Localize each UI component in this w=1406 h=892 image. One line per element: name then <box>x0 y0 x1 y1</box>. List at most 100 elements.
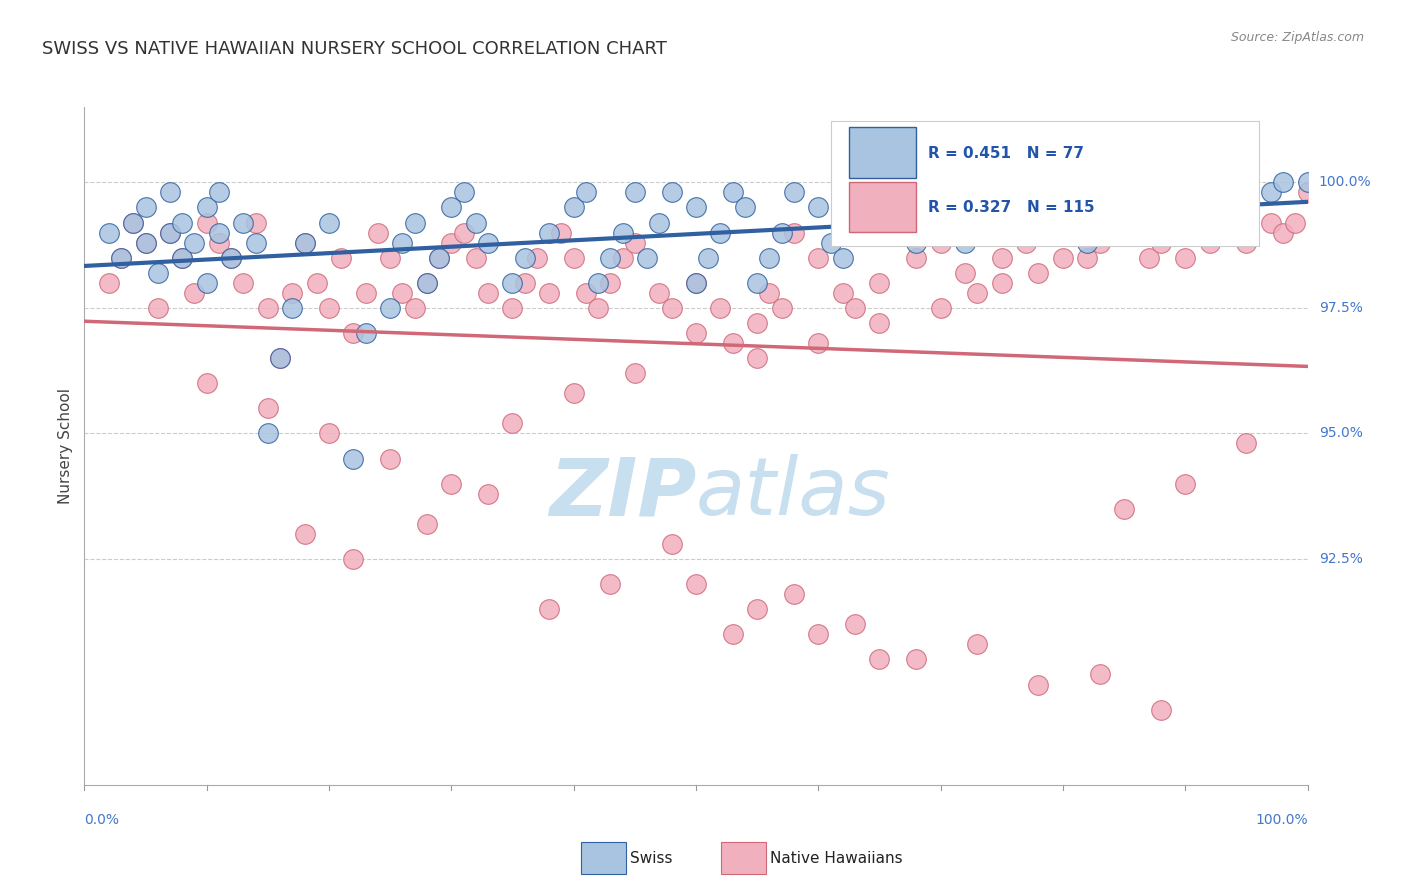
Point <box>208 186 231 200</box>
Text: 97.5%: 97.5% <box>1319 301 1362 315</box>
Point <box>807 251 830 265</box>
Point <box>685 276 707 290</box>
Point <box>1150 703 1173 717</box>
Point <box>1234 235 1257 250</box>
Point <box>257 426 280 441</box>
Text: 92.5%: 92.5% <box>1319 552 1362 566</box>
Point <box>1028 677 1050 691</box>
Point <box>538 226 561 240</box>
Point <box>562 251 585 265</box>
Point <box>318 215 340 229</box>
Point <box>354 285 377 300</box>
Point <box>770 301 793 315</box>
Point <box>464 215 486 229</box>
Point <box>195 376 218 391</box>
Point <box>208 235 231 250</box>
Point <box>416 276 439 290</box>
Point <box>501 276 523 290</box>
Point <box>342 326 364 340</box>
Point <box>135 235 157 250</box>
Point <box>172 251 194 265</box>
Point <box>869 652 891 666</box>
Point <box>636 251 658 265</box>
Point <box>501 417 523 431</box>
Point <box>747 351 769 365</box>
Point <box>183 235 205 250</box>
Point <box>929 235 952 250</box>
Point <box>844 226 866 240</box>
Point <box>538 602 561 616</box>
Point <box>929 301 952 315</box>
Point <box>685 326 707 340</box>
Text: atlas: atlas <box>696 454 891 533</box>
Point <box>513 276 536 290</box>
Point <box>966 285 988 300</box>
Point <box>1174 476 1197 491</box>
Point <box>1137 251 1160 265</box>
Text: R = 0.327   N = 115: R = 0.327 N = 115 <box>928 200 1095 215</box>
Point <box>831 285 853 300</box>
Point <box>219 251 242 265</box>
Point <box>612 251 634 265</box>
Point <box>1150 235 1173 250</box>
Point <box>990 276 1012 290</box>
Point <box>477 486 499 500</box>
Point <box>195 201 218 215</box>
Point <box>159 226 181 240</box>
Point <box>172 215 194 229</box>
Point <box>391 235 413 250</box>
Point <box>953 266 976 280</box>
Point <box>477 285 499 300</box>
Point <box>990 226 1012 240</box>
Point <box>526 251 548 265</box>
Y-axis label: Nursery School: Nursery School <box>58 388 73 504</box>
Point <box>661 301 683 315</box>
Point <box>440 235 463 250</box>
FancyBboxPatch shape <box>831 120 1258 246</box>
Text: Swiss: Swiss <box>630 851 672 865</box>
Point <box>747 276 769 290</box>
Point <box>257 301 280 315</box>
Point <box>550 226 572 240</box>
Point <box>380 301 402 315</box>
Point <box>245 215 267 229</box>
Point <box>820 235 842 250</box>
Point <box>318 426 340 441</box>
Point <box>869 316 891 330</box>
Point <box>281 301 304 315</box>
Point <box>1052 251 1074 265</box>
Point <box>416 276 439 290</box>
Point <box>624 366 647 380</box>
Point <box>966 637 988 651</box>
Point <box>440 476 463 491</box>
Point <box>330 251 353 265</box>
Point <box>1028 266 1050 280</box>
Point <box>367 226 389 240</box>
Point <box>648 285 671 300</box>
Point <box>1211 226 1233 240</box>
Point <box>1234 201 1257 215</box>
Point <box>599 276 621 290</box>
Point <box>342 552 364 566</box>
Text: 95.0%: 95.0% <box>1319 426 1362 441</box>
Point <box>990 251 1012 265</box>
Point <box>380 451 402 466</box>
Point <box>1234 436 1257 450</box>
Text: Source: ZipAtlas.com: Source: ZipAtlas.com <box>1230 31 1364 45</box>
Point <box>110 251 132 265</box>
Point <box>1114 226 1136 240</box>
Point <box>1076 251 1098 265</box>
Point <box>758 285 780 300</box>
FancyBboxPatch shape <box>849 128 917 178</box>
Point <box>1174 201 1197 215</box>
Point <box>269 351 291 365</box>
Point <box>721 627 744 641</box>
Point <box>294 235 316 250</box>
Point <box>1137 186 1160 200</box>
Point <box>380 251 402 265</box>
Point <box>1260 186 1282 200</box>
Point <box>122 215 145 229</box>
Point <box>1272 226 1295 240</box>
Point <box>257 401 280 416</box>
Point <box>245 235 267 250</box>
